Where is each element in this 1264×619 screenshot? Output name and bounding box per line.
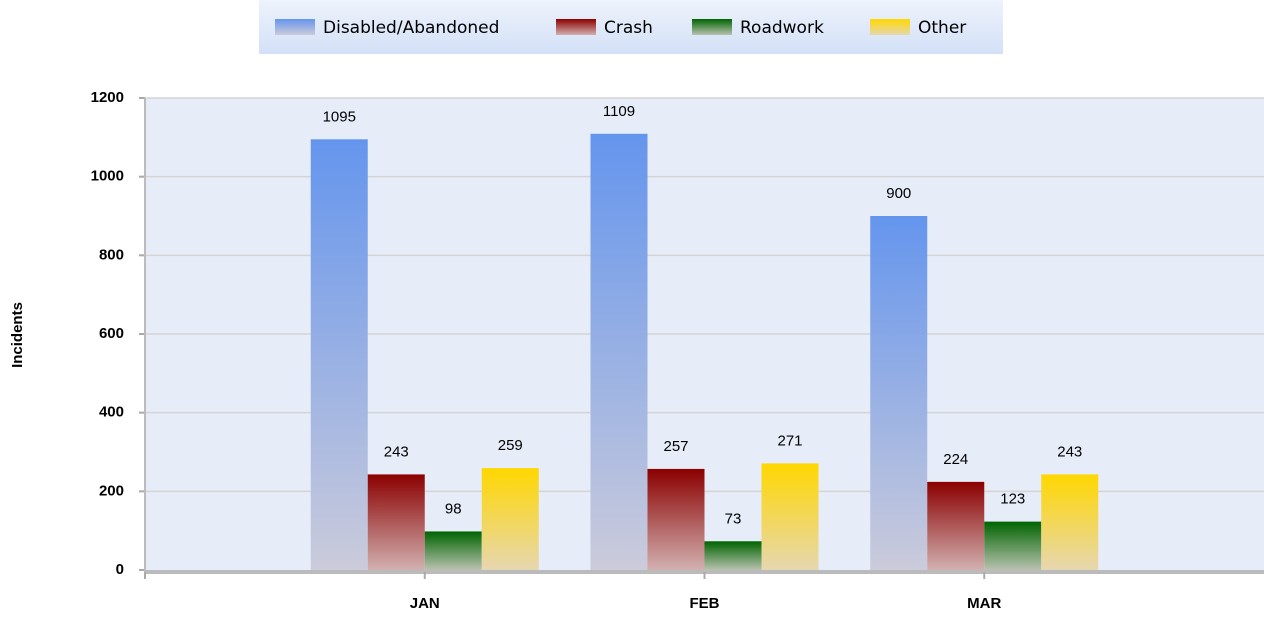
bar <box>984 521 1042 570</box>
bar <box>590 133 648 570</box>
data-label: 259 <box>498 437 523 454</box>
data-label: 1095 <box>323 108 356 125</box>
y-tick-label: 200 <box>99 482 124 499</box>
data-label: 123 <box>1000 491 1025 508</box>
bar <box>424 531 482 570</box>
data-label: 224 <box>943 451 968 468</box>
y-axis-label: Incidents <box>9 302 26 368</box>
data-label: 243 <box>384 443 409 460</box>
y-tick-label: 400 <box>99 404 124 421</box>
x-tick-label: JAN <box>410 595 440 612</box>
legend-swatch <box>275 19 315 35</box>
bar <box>761 463 819 570</box>
data-label: 1109 <box>603 103 635 120</box>
y-tick-label: 1000 <box>91 168 124 185</box>
legend-label: Roadwork <box>740 18 824 38</box>
y-tick-label: 1200 <box>91 89 124 106</box>
bar <box>310 139 368 571</box>
bar <box>704 541 762 570</box>
legend-swatch <box>870 19 910 35</box>
data-label: 271 <box>777 432 802 449</box>
bar <box>647 468 705 570</box>
data-label: 243 <box>1057 443 1082 460</box>
bar <box>481 468 539 570</box>
x-tick-label: FEB <box>690 595 720 612</box>
legend-swatch <box>692 19 732 35</box>
bar <box>367 474 425 570</box>
legend-label: Other <box>918 18 966 38</box>
y-tick-label: 0 <box>116 561 124 578</box>
y-tick-label: 600 <box>99 325 124 342</box>
bar <box>927 481 985 570</box>
y-tick-label: 800 <box>99 246 124 263</box>
legend-swatch <box>556 19 596 35</box>
data-label: 73 <box>725 510 742 527</box>
data-label: 900 <box>886 185 911 202</box>
bar <box>1041 474 1099 570</box>
legend-label: Disabled/Abandoned <box>323 18 499 38</box>
x-tick-label: MAR <box>967 595 1001 612</box>
data-label: 98 <box>445 500 462 517</box>
data-label: 257 <box>663 438 688 455</box>
legend-label: Crash <box>604 18 653 38</box>
bar <box>870 216 928 570</box>
